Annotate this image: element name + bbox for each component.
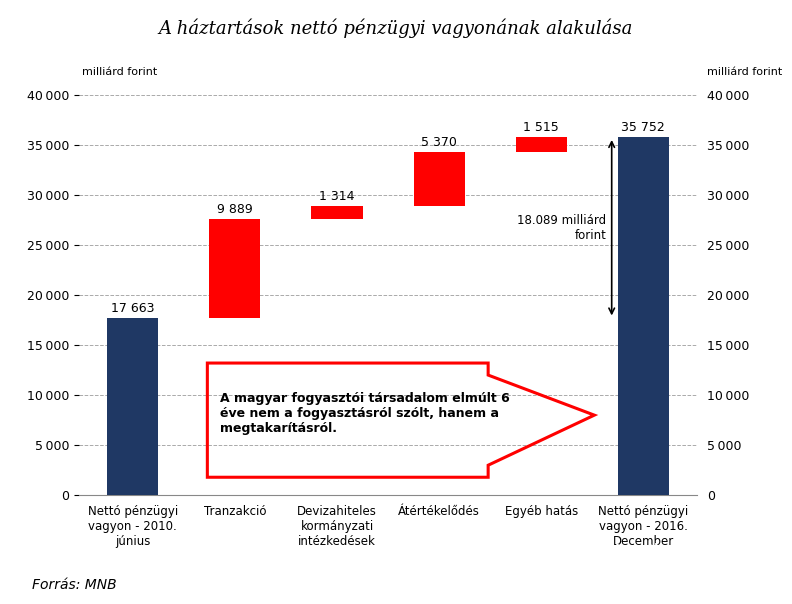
Bar: [209, 219, 261, 318]
Text: Forrás: MNB: Forrás: MNB: [32, 578, 116, 592]
Text: Lakásviszonyok Magyarországon: Lakásviszonyok Magyarországon: [541, 571, 734, 585]
Text: 5 370: 5 370: [421, 137, 457, 149]
Text: 1 515: 1 515: [524, 121, 559, 134]
Bar: [413, 152, 465, 206]
Text: 1 314: 1 314: [319, 190, 355, 203]
Text: A magyar fogyasztói társadalom elmúlt 6
éve nem a fogyasztásról szólt, hanem a
m: A magyar fogyasztói társadalom elmúlt 6 …: [219, 391, 509, 435]
Bar: [311, 206, 363, 219]
Text: milliárd forint: milliárd forint: [82, 66, 157, 77]
Bar: [618, 137, 669, 495]
Bar: [516, 137, 567, 152]
Text: 9 889: 9 889: [217, 204, 253, 216]
Text: BPartner Ingatlanműhely: BPartner Ingatlanműhely: [543, 543, 732, 556]
Text: 17 663: 17 663: [111, 303, 154, 315]
Text: milliárd forint: milliárd forint: [706, 66, 782, 77]
Text: 18.089 milliárd
forint: 18.089 milliárd forint: [517, 214, 607, 242]
Text: A háztartások nettó pénzügyi vagyonának alakulása: A háztartások nettó pénzügyi vagyonának …: [159, 18, 633, 37]
Bar: [107, 318, 158, 495]
Text: 35 752: 35 752: [622, 121, 665, 134]
